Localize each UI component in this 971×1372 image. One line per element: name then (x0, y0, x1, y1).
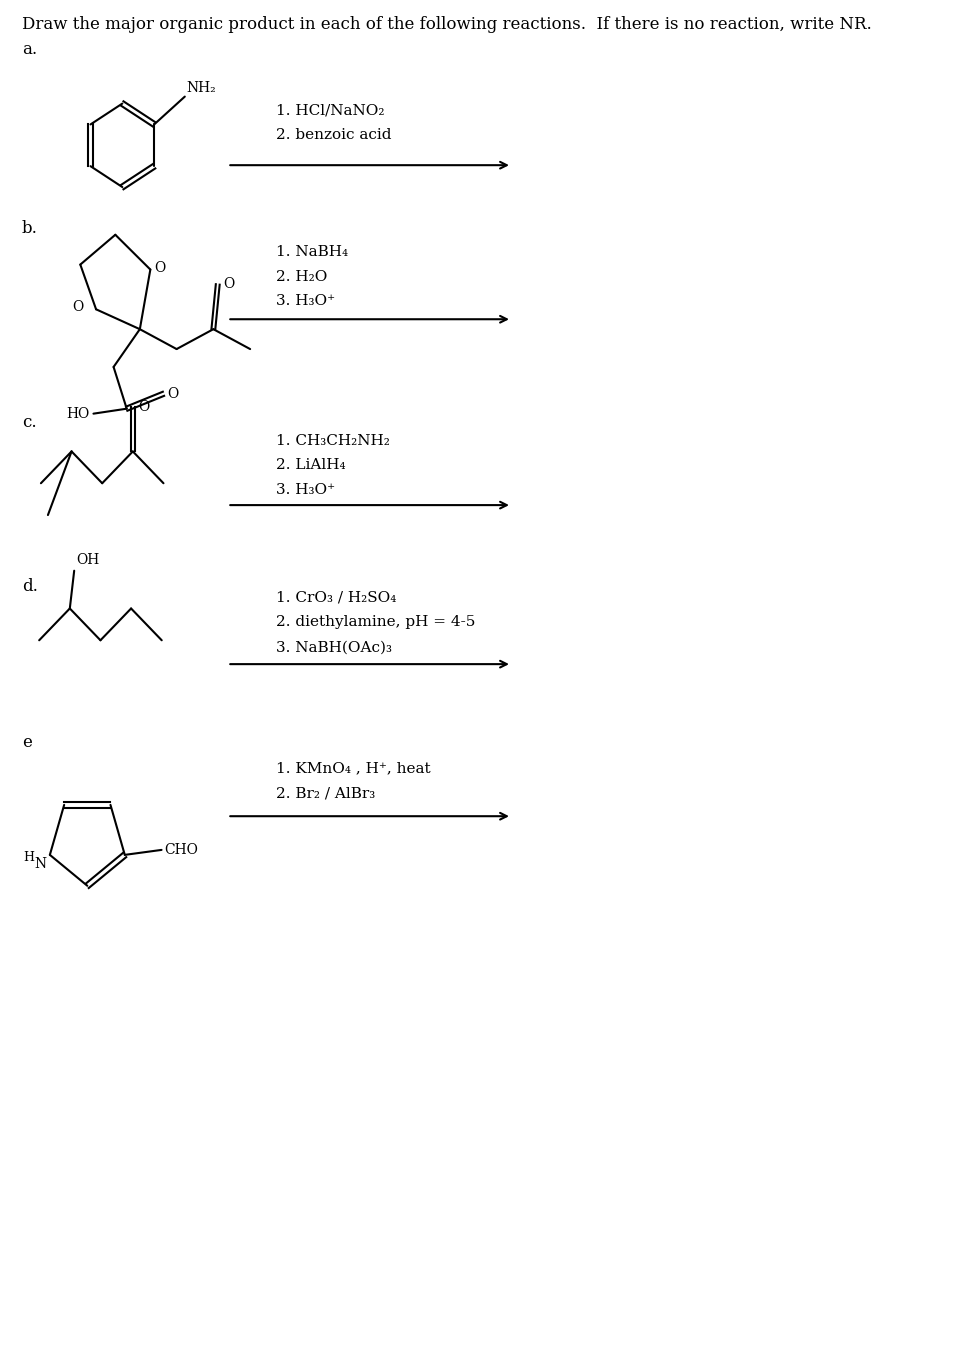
Text: b.: b. (21, 220, 38, 237)
Text: Draw the major organic product in each of the following reactions.  If there is : Draw the major organic product in each o… (21, 16, 871, 33)
Text: a.: a. (21, 41, 37, 58)
Text: 2. H₂O: 2. H₂O (276, 269, 327, 284)
Text: H: H (23, 851, 34, 864)
Text: 2. diethylamine, pH = 4-5: 2. diethylamine, pH = 4-5 (276, 616, 475, 630)
Text: 3. H₃O⁺: 3. H₃O⁺ (276, 295, 335, 309)
Text: 1. NaBH₄: 1. NaBH₄ (276, 244, 348, 259)
Text: OH: OH (76, 553, 99, 567)
Text: 1. CH₃CH₂NH₂: 1. CH₃CH₂NH₂ (276, 434, 389, 447)
Text: O: O (138, 399, 150, 414)
Text: CHO: CHO (164, 842, 198, 858)
Text: HO: HO (67, 406, 90, 421)
Text: 3. NaBH(OAc)₃: 3. NaBH(OAc)₃ (276, 641, 391, 654)
Text: 2. LiAlH₄: 2. LiAlH₄ (276, 458, 345, 472)
Text: 1. KMnO₄ , H⁺, heat: 1. KMnO₄ , H⁺, heat (276, 761, 430, 775)
Text: 2. benzoic acid: 2. benzoic acid (276, 129, 391, 143)
Text: O: O (73, 300, 84, 314)
Text: 1. HCl/NaNO₂: 1. HCl/NaNO₂ (276, 103, 384, 118)
Text: 3. H₃O⁺: 3. H₃O⁺ (276, 483, 335, 497)
Text: 2. Br₂ / AlBr₃: 2. Br₂ / AlBr₃ (276, 786, 375, 800)
Text: O: O (223, 277, 234, 291)
Text: N: N (34, 858, 47, 871)
Text: c.: c. (21, 414, 36, 431)
Text: O: O (154, 261, 166, 274)
Text: 1. CrO₃ / H₂SO₄: 1. CrO₃ / H₂SO₄ (276, 590, 396, 605)
Text: O: O (167, 387, 179, 401)
Text: d.: d. (21, 578, 38, 594)
Text: NH₂: NH₂ (186, 81, 217, 95)
Text: e: e (21, 734, 31, 750)
